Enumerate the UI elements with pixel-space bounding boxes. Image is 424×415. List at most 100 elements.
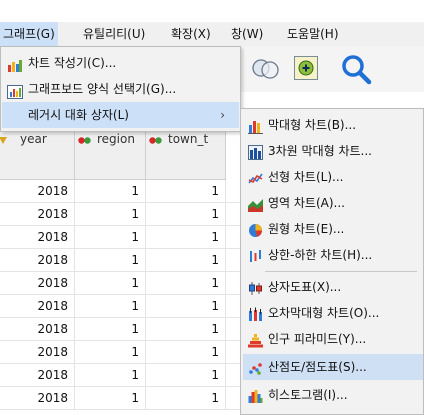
table-row: 2018 1 1 <box>0 387 424 410</box>
menu-item-legacy-dialogs[interactable]: 레거시 대화 상자(L) › <box>2 102 239 128</box>
cell-region[interactable]: 1 <box>75 387 146 410</box>
toolbar <box>240 46 424 92</box>
menu-item-label: 영역 차트(A)... <box>268 196 345 210</box>
cell-year[interactable]: 2018 <box>0 272 75 295</box>
table-row: 2018 1 1 <box>0 203 424 226</box>
menu-item-label: 오차막대형 차트(O)... <box>268 306 380 320</box>
menu-item-label: 차트 작성기(C)... <box>28 56 117 70</box>
menu-bar: 그래프(G) 유틸리티(U) 확장(X) 창(W) 도움말(H) <box>0 22 424 46</box>
chart-builder-icon <box>7 56 23 72</box>
menu-help[interactable]: 도움말(H) <box>287 27 339 41</box>
column-header-label: region <box>97 132 135 146</box>
cell-region[interactable]: 1 <box>75 318 146 341</box>
scale-variable-icon <box>0 134 8 144</box>
column-header-label: town_t <box>168 132 209 146</box>
cell-town_t[interactable]: 1 <box>146 226 226 249</box>
cell-region[interactable]: 1 <box>75 364 146 387</box>
menu-item-label: 산점도/점도표(S)... <box>268 360 367 374</box>
chevron-right-icon: › <box>220 108 225 122</box>
menu-item-label: 히스토그램(I)... <box>268 388 348 402</box>
menu-item-scatter-dot[interactable]: 산점도/점도표(S)... <box>243 354 423 380</box>
cell-region[interactable]: 1 <box>75 226 146 249</box>
legacy-dialogs-submenu: 막대형 차트(B)... 3차원 막대형 차트... 선형 차트(L)... <box>240 108 424 415</box>
pie-chart-icon <box>248 221 263 237</box>
cell-year[interactable]: 2018 <box>0 226 75 249</box>
menu-item-histogram[interactable]: 히스토그램(I)... <box>243 382 423 408</box>
cell-town_t[interactable]: 1 <box>146 364 226 387</box>
cell-year[interactable]: 2018 <box>0 180 75 203</box>
graph-menu: 차트 작성기(C)... 그래프보드 양식 선택기(G)... 레거시 대화 상… <box>0 46 241 132</box>
error-bar-icon <box>248 305 263 321</box>
menu-item-line-chart[interactable]: 선형 차트(L)... <box>243 164 423 190</box>
table-row: 2018 1 1 <box>0 364 424 387</box>
high-low-chart-icon <box>248 247 263 262</box>
menu-item-chart-builder[interactable]: 차트 작성기(C)... <box>2 50 239 76</box>
bar3d-chart-icon <box>248 143 263 160</box>
cell-town_t[interactable]: 1 <box>146 318 226 341</box>
menu-item-label: 선형 차트(L)... <box>268 170 344 184</box>
nominal-variable-icon <box>78 134 91 144</box>
cell-year[interactable]: 2018 <box>0 318 75 341</box>
menu-item-label: 그래프보드 양식 선택기(G)... <box>28 82 177 96</box>
cell-region[interactable]: 1 <box>75 203 146 226</box>
table-row: 2018 1 1 <box>0 226 424 249</box>
table-row: 2018 1 1 <box>0 249 424 272</box>
cell-region[interactable]: 1 <box>75 272 146 295</box>
cell-region[interactable]: 1 <box>75 341 146 364</box>
cell-year[interactable]: 2018 <box>0 387 75 410</box>
cell-town_t[interactable]: 1 <box>146 272 226 295</box>
pyramid-icon <box>248 331 263 348</box>
menu-utilities[interactable]: 유틸리티(U) <box>83 27 146 41</box>
cell-year[interactable]: 2018 <box>0 341 75 364</box>
cell-town_t[interactable]: 1 <box>146 295 226 318</box>
cell-year[interactable]: 2018 <box>0 203 75 226</box>
menu-item-boxplot[interactable]: 상자도표(X)... <box>243 274 423 300</box>
table-row: 2018 1 1 <box>0 180 424 203</box>
menu-item-population-pyramid[interactable]: 인구 피라미드(Y)... <box>243 326 423 352</box>
add-variable-icon[interactable] <box>294 56 318 80</box>
boxplot-icon <box>248 279 263 295</box>
cell-year[interactable]: 2018 <box>0 364 75 387</box>
graphboard-icon <box>7 82 23 99</box>
column-header-label: year <box>20 132 47 146</box>
menu-item-error-bar[interactable]: 오차막대형 차트(O)... <box>243 300 423 326</box>
cell-year[interactable]: 2018 <box>0 295 75 318</box>
menu-item-label: 원형 차트(E)... <box>268 222 345 236</box>
menu-graph[interactable]: 그래프(G) <box>0 22 58 46</box>
cell-region[interactable]: 1 <box>75 180 146 203</box>
cell-year[interactable]: 2018 <box>0 249 75 272</box>
menu-item-graphboard-template[interactable]: 그래프보드 양식 선택기(G)... <box>2 76 239 102</box>
menu-extensions[interactable]: 확장(X) <box>171 27 211 41</box>
cell-town_t[interactable]: 1 <box>146 341 226 364</box>
menu-item-label: 막대형 차트(B)... <box>268 118 357 132</box>
table-row: 2018 1 1 <box>0 272 424 295</box>
search-icon[interactable] <box>339 52 373 86</box>
histogram-icon <box>248 387 263 403</box>
table-row: 2018 1 1 <box>0 295 424 318</box>
menu-item-label: 레거시 대화 상자(L) <box>28 108 129 122</box>
menu-item-high-low-chart[interactable]: 상한-하한 차트(H)... <box>243 242 423 268</box>
scatter-icon <box>248 359 263 375</box>
table-row: 2018 1 1 <box>0 341 424 364</box>
cell-town_t[interactable]: 1 <box>146 387 226 410</box>
menu-item-label: 상한-하한 차트(H)... <box>268 248 373 262</box>
menu-item-3d-bar-chart[interactable]: 3차원 막대형 차트... <box>243 138 423 164</box>
venn-circles-icon[interactable] <box>250 54 282 82</box>
nominal-variable-icon <box>149 134 162 144</box>
menu-item-label: 상자도표(X)... <box>268 280 342 294</box>
cell-region[interactable]: 1 <box>75 249 146 272</box>
bar-chart-icon <box>248 117 263 134</box>
menu-window[interactable]: 창(W) <box>231 27 264 41</box>
menu-item-area-chart[interactable]: 영역 차트(A)... <box>243 190 423 216</box>
menu-separator <box>265 271 417 272</box>
menu-item-pie-chart[interactable]: 원형 차트(E)... <box>243 216 423 242</box>
menu-item-bar-chart[interactable]: 막대형 차트(B)... <box>243 112 423 138</box>
menu-item-label: 3차원 막대형 차트... <box>268 144 372 158</box>
line-chart-icon <box>248 169 263 184</box>
area-chart-icon <box>248 195 263 212</box>
cell-town_t[interactable]: 1 <box>146 203 226 226</box>
menu-item-label: 인구 피라미드(Y)... <box>268 332 367 346</box>
cell-town_t[interactable]: 1 <box>146 249 226 272</box>
cell-town_t[interactable]: 1 <box>146 180 226 203</box>
cell-region[interactable]: 1 <box>75 295 146 318</box>
